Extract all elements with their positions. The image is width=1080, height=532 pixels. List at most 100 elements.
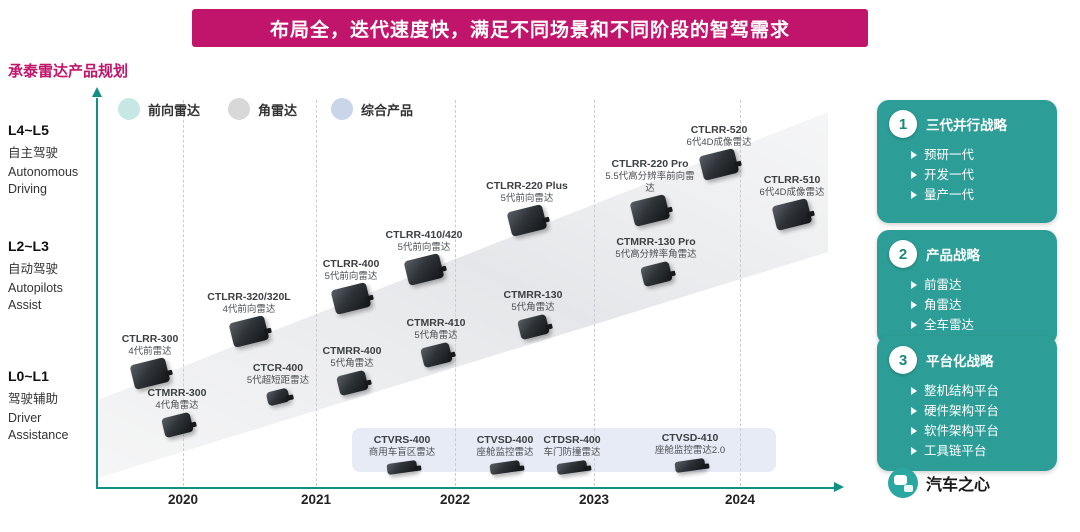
product-name: CTVSD-400 <box>476 434 534 446</box>
product-desc: 座舱监控雷达2.0 <box>654 445 726 457</box>
year-gridline <box>594 100 595 486</box>
year-gridline <box>455 100 456 486</box>
strategy-panel: 3 平台化战略整机结构平台 硬件架构平台软件架构平台 工具链平台 <box>877 336 1057 471</box>
panel-item-label: 开发一代 <box>924 168 975 182</box>
panel-item-label: 整机结构平台 <box>924 384 1000 398</box>
year-gridline <box>740 100 741 486</box>
year-label: 2021 <box>300 492 332 507</box>
product-desc: 6代4D成像雷达 <box>759 187 825 199</box>
arrow-bullet-icon <box>911 301 917 309</box>
y-axis-level: L2~L3 自动驾驶 Autopilots Assist <box>8 238 96 314</box>
panel-item-label: 量产一代 <box>924 188 975 202</box>
year-label: 2020 <box>167 492 199 507</box>
legend-item: 综合产品 <box>331 98 413 120</box>
level-range: L2~L3 <box>8 238 49 254</box>
radar-device-photo <box>516 313 550 341</box>
product-desc: 5代前向雷达 <box>397 242 451 254</box>
product-name: CTLRR-520 <box>690 124 748 136</box>
panel-item-label: 硬件架构平台 <box>924 404 1000 418</box>
product-desc: 5代超短距雷达 <box>246 375 310 387</box>
y-axis-level: L0~L1 驾驶辅助 Driver Assistance <box>8 368 96 444</box>
product: CTMRR-130 5代角雷达 <box>478 289 588 342</box>
product: CTLRR-220 Pro 5.5代高分辨率前向雷达 <box>602 158 698 228</box>
y-axis-level: L4~L5 自主驾驶 Autonomous Driving <box>8 122 96 198</box>
product-desc: 6代4D成像雷达 <box>686 137 752 149</box>
product-name: CTCR-400 <box>252 362 304 374</box>
radar-device-photo <box>228 315 270 348</box>
level-name-cn: 自动驾驶 <box>8 262 59 276</box>
product-desc: 商用车盲区雷达 <box>368 447 436 459</box>
year-gridline <box>316 100 317 486</box>
product-name: CTMRR-130 <box>503 289 563 301</box>
radar-device-photo <box>330 282 372 315</box>
level-range: L0~L1 <box>8 368 49 384</box>
arrow-bullet-icon <box>911 151 917 159</box>
level-name-en: Driver <box>8 411 42 425</box>
radar-device-photo <box>674 457 706 474</box>
x-axis-line <box>96 487 836 489</box>
product-desc: 座舱监控雷达 <box>476 447 534 459</box>
panel-item-label: 全车雷达 <box>924 318 975 332</box>
panel-header: 3 平台化战略 <box>889 346 1045 374</box>
legend-item: 角雷达 <box>228 98 297 120</box>
product: CTMRR-300 4代角雷达 <box>122 387 232 440</box>
arrow-bullet-icon <box>911 387 917 395</box>
product-desc: 5代角雷达 <box>511 302 555 314</box>
arrow-bullet-icon <box>911 447 917 455</box>
logo: 汽车之心 <box>888 468 990 498</box>
product-name: CTVRS-400 <box>373 434 431 446</box>
level-name-en: Assistance <box>8 427 69 442</box>
panel-item: 预研一代 <box>889 145 1045 165</box>
product: CTLRR-320/320L 4代前向雷达 <box>194 291 304 349</box>
arrow-bullet-icon <box>911 321 917 329</box>
panel-title: 产品战略 <box>926 248 980 263</box>
panel-item: 工具链平台 <box>889 441 1045 461</box>
level-range: L4~L5 <box>8 122 49 138</box>
product-name: CTMRR-130 Pro <box>616 236 696 248</box>
product: CTLRR-300 4代前雷达 <box>95 333 205 391</box>
year-label: 2024 <box>724 492 756 507</box>
arrow-bullet-icon <box>911 407 917 415</box>
product-name: CTLRR-510 <box>763 174 821 186</box>
panel-item-label: 前雷达 <box>924 278 962 292</box>
product: CTMRR-130 Pro 5代高分辨率角雷达 <box>608 236 704 289</box>
panel-number-badge: 2 <box>889 240 917 268</box>
panel-item: 全车雷达 <box>889 315 1045 335</box>
x-axis-arrow-icon <box>834 482 844 492</box>
legend-label: 综合产品 <box>361 102 414 118</box>
panel-title: 三代并行战略 <box>926 118 1007 133</box>
radar-device-photo <box>403 253 445 286</box>
radar-device-photo <box>160 411 194 439</box>
radar-device-photo <box>556 459 588 476</box>
arrow-bullet-icon <box>911 281 917 289</box>
panel-number-badge: 3 <box>889 346 917 374</box>
radar-device-photo <box>506 204 548 237</box>
product-name: CTVSD-410 <box>661 432 719 444</box>
product-desc: 4代前向雷达 <box>222 304 276 316</box>
product-name: CTMRR-400 <box>322 345 382 357</box>
panel-item: 软件架构平台 <box>889 421 1045 441</box>
level-name-cn: 驾驶辅助 <box>8 392 59 406</box>
product-name: CTLRR-320/320L <box>207 291 291 303</box>
panel-item-label: 预研一代 <box>924 148 975 162</box>
product: CTLRR-400 5代前向雷达 <box>296 258 406 316</box>
product: CTLRR-510 6代4D成像雷达 <box>737 174 847 232</box>
product: CTCR-400 5代超短距雷达 <box>223 362 333 409</box>
radar-device-photo <box>386 459 418 476</box>
product-desc: 5代前向雷达 <box>500 193 554 205</box>
product-desc: 5代前向雷达 <box>324 271 378 283</box>
level-name-cn: 自主驾驶 <box>8 146 59 160</box>
strategy-panel: 2 产品战略前雷达角雷达全车雷达 <box>877 230 1057 345</box>
level-name-en: Autonomous <box>8 165 79 179</box>
product-name: CTDSR-400 <box>543 434 601 446</box>
year-gridline <box>183 100 184 486</box>
panel-item-label: 角雷达 <box>924 298 962 312</box>
product-name: CTLRR-220 Plus <box>486 180 568 192</box>
logo-text: 汽车之心 <box>926 477 991 494</box>
panel-item: 整机结构平台 <box>889 381 1045 401</box>
product-desc: 5代高分辨率角雷达 <box>615 249 697 261</box>
product: CTLRR-220 Plus 5代前向雷达 <box>472 180 582 238</box>
product-desc: 车门防撞雷达 <box>543 447 601 459</box>
legend-item: 前向雷达 <box>118 98 200 120</box>
